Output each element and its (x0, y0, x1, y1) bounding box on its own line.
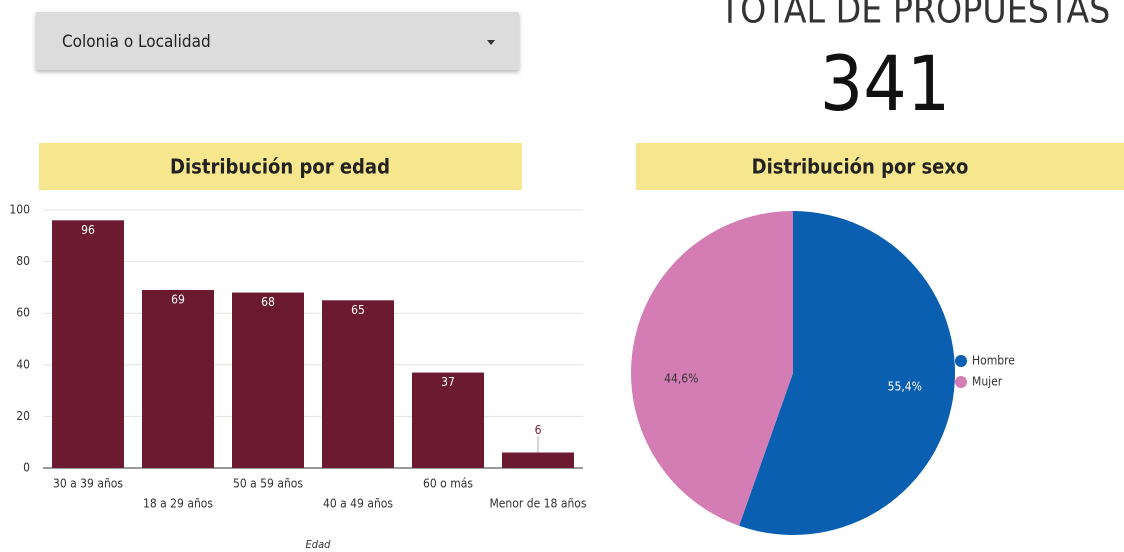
legend-swatch (955, 376, 967, 388)
data-label: 6 (535, 423, 542, 437)
y-tick-label: 80 (16, 254, 30, 268)
x-tick-label: 30 a 39 años (53, 477, 123, 491)
dropdown-arrow[interactable] (487, 40, 495, 45)
bar (232, 292, 304, 468)
legend-label: Mujer (972, 375, 1003, 389)
bar (502, 452, 574, 468)
pie-slice (631, 211, 793, 526)
dropdown-label[interactable]: Colonia o Localidad (62, 32, 211, 52)
legend-swatch (955, 355, 967, 367)
data-label: 96 (81, 223, 95, 237)
bar (142, 289, 214, 468)
legend-label: Hombre (972, 354, 1015, 368)
dropdown-box[interactable] (36, 12, 519, 70)
y-tick-label: 40 (16, 357, 30, 371)
y-tick-label: 20 (16, 409, 30, 423)
data-label: 55,4% (888, 379, 922, 393)
chart-header (39, 143, 522, 190)
chart-title: Distribución por sexo (752, 155, 969, 179)
x-tick-label: 50 a 59 años (233, 477, 303, 491)
dropdown[interactable]: Colonia o Localidad (36, 12, 519, 70)
x-tick-label: 18 a 29 años (143, 497, 213, 511)
kpi-value: 341 (820, 39, 950, 128)
y-tick-label: 60 (16, 306, 30, 320)
x-tick-label: 40 a 49 años (323, 497, 393, 511)
y-tick-label: 100 (9, 203, 30, 217)
kpi-title: TOTAL DE PROPUESTAS (719, 0, 1110, 32)
chart-header (636, 143, 1124, 190)
chart-title: Distribución por edad (170, 155, 390, 179)
bar (322, 300, 394, 468)
data-label: 69 (171, 292, 185, 306)
bar (412, 372, 484, 468)
pie-slice (739, 211, 955, 535)
y-tick-label: 0 (23, 461, 30, 475)
data-label: 68 (261, 295, 275, 309)
data-label: 65 (351, 303, 365, 317)
data-label: 37 (441, 375, 455, 389)
x-tick-label: Menor de 18 años (489, 497, 586, 511)
bar (52, 220, 124, 468)
x-tick-label: 60 o más (423, 477, 473, 491)
data-label: 44,6% (664, 372, 698, 386)
x-axis-label: Edad (306, 538, 332, 551)
